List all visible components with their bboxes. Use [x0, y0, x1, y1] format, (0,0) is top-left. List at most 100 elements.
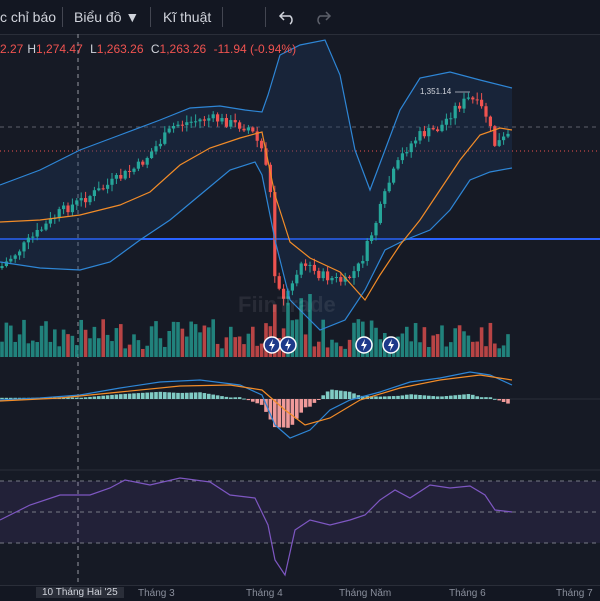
lightning-icon[interactable]	[382, 336, 400, 354]
candle-body	[497, 140, 501, 146]
volume-bar	[352, 322, 356, 357]
volume-bar	[61, 329, 66, 357]
moving-average-line	[0, 127, 513, 302]
candle-body	[418, 131, 422, 141]
candle-body	[224, 118, 228, 127]
candle-body	[260, 140, 264, 149]
candle-body	[110, 178, 114, 185]
volume-bar	[233, 337, 237, 357]
macd-hist-bar	[123, 393, 127, 399]
macd-hist-bar	[189, 392, 193, 399]
macd-hist-bar	[277, 399, 281, 428]
volume-bar	[255, 345, 259, 357]
volume-bar	[141, 348, 145, 357]
macd-hist-bar	[259, 399, 264, 405]
volume-bar	[66, 334, 70, 357]
macd-hist-bar	[431, 396, 435, 399]
macd-hist-bar	[330, 389, 334, 399]
macd-hist-bar	[387, 396, 391, 399]
candle-body	[453, 105, 457, 119]
volume-bar	[215, 343, 220, 357]
macd-hist-bar	[295, 399, 299, 419]
macd-hist-bar	[506, 399, 510, 404]
volume-bar	[158, 338, 163, 357]
macd-hist-bar	[83, 397, 88, 399]
macd-hist-bar	[488, 397, 493, 399]
candle-body	[458, 105, 462, 109]
volume-bar	[31, 340, 35, 357]
volume-bar	[321, 319, 325, 357]
volume-bar	[145, 345, 149, 357]
macd-hist-bar	[396, 395, 400, 399]
volume-bar	[435, 334, 440, 357]
chart-type-dropdown[interactable]: Biểu đồ ▼	[74, 9, 140, 25]
macd-hist-bar	[471, 394, 475, 399]
candle-body	[374, 222, 378, 236]
volume-bar	[171, 321, 176, 357]
lightning-icon[interactable]	[279, 336, 297, 354]
volume-bar	[246, 333, 251, 357]
top-toolbar: c chỉ báo Biểu đồ ▼ Kĩ thuật	[0, 0, 600, 35]
bollinger-lower-band	[0, 161, 513, 331]
candle-body	[334, 277, 338, 279]
time-axis[interactable]: 10 Tháng Hai '25 Tháng 3 Tháng 4 Tháng N…	[0, 585, 600, 601]
candle-body	[216, 114, 220, 122]
candle-body	[484, 106, 488, 117]
candle-body	[246, 127, 250, 131]
macd-hist-bar	[374, 396, 378, 399]
candle-body	[466, 97, 470, 99]
macd-hist-bar	[180, 392, 185, 399]
macd-hist-bar	[97, 396, 101, 399]
lightning-icon[interactable]	[355, 336, 373, 354]
volume-bar	[369, 320, 374, 357]
volume-bar	[92, 326, 97, 357]
bollinger-band-fill	[0, 40, 512, 330]
indicators-button[interactable]: c chỉ báo	[0, 9, 57, 25]
time-tick: Tháng 3	[138, 588, 175, 599]
candle-body	[106, 184, 110, 189]
candle-body	[299, 263, 303, 275]
lightning-icon[interactable]	[263, 336, 281, 354]
volume-bar	[9, 325, 13, 357]
macd-hist-bar	[242, 398, 246, 400]
candle-body	[352, 271, 356, 278]
volume-bar	[229, 326, 233, 357]
volume-bar	[334, 342, 339, 357]
candle-body	[211, 114, 215, 119]
candle-body	[343, 276, 347, 282]
macd-hist-bar	[299, 399, 303, 413]
price-chart-canvas[interactable]: 1,351.14 FiinTrade	[0, 0, 600, 585]
candle-body	[409, 143, 413, 153]
candle-body	[365, 240, 369, 262]
candle-body	[361, 261, 365, 264]
candle-body	[330, 277, 334, 281]
volume-bar	[325, 347, 330, 357]
macd-hist-bar	[391, 396, 396, 399]
macd-hist-bar	[383, 396, 387, 399]
technical-button[interactable]: Kĩ thuật	[163, 9, 212, 25]
candle-body	[268, 164, 272, 193]
volume-bar	[444, 346, 449, 357]
volume-bar	[339, 346, 343, 357]
volume-bar	[409, 341, 413, 357]
macd-hist-bar	[457, 394, 462, 399]
candle-body	[282, 288, 286, 299]
macd-hist-bar	[193, 392, 198, 399]
candle-body	[167, 128, 171, 133]
volume-bar	[4, 322, 9, 357]
undo-icon[interactable]	[278, 8, 298, 26]
macd-hist-bar	[268, 399, 273, 420]
redo-icon[interactable]	[312, 8, 332, 26]
candle-body	[370, 235, 374, 241]
macd-hist-bar	[145, 392, 149, 399]
candle-body	[48, 218, 52, 224]
macd-hist-bar	[453, 395, 457, 399]
macd-hist-bar	[136, 393, 141, 399]
macd-hist-bar	[317, 399, 321, 400]
candle-body	[304, 263, 308, 266]
candle-body	[4, 261, 8, 267]
macd-hist-bar	[233, 397, 237, 399]
candle-body	[255, 131, 259, 141]
macd-hist-bar	[237, 397, 242, 399]
open-value: 2.27	[0, 42, 24, 56]
